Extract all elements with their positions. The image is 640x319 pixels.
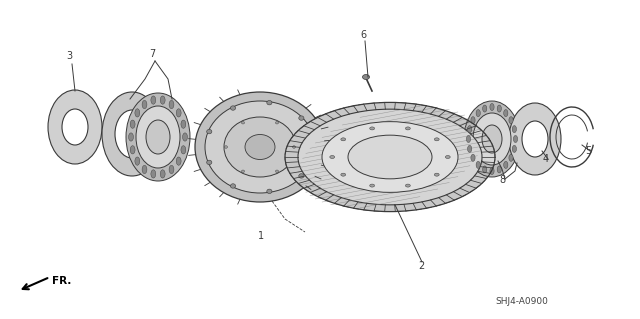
Ellipse shape — [176, 109, 181, 117]
Ellipse shape — [312, 145, 317, 149]
Ellipse shape — [115, 110, 149, 158]
Ellipse shape — [267, 189, 272, 194]
Ellipse shape — [241, 122, 244, 124]
Ellipse shape — [497, 105, 501, 112]
Text: 1: 1 — [258, 231, 264, 241]
Ellipse shape — [292, 146, 296, 148]
Ellipse shape — [205, 101, 315, 193]
Ellipse shape — [473, 113, 511, 165]
Ellipse shape — [224, 117, 296, 177]
Text: 7: 7 — [149, 49, 156, 59]
Ellipse shape — [322, 122, 458, 192]
Ellipse shape — [341, 173, 346, 176]
Ellipse shape — [130, 120, 135, 128]
Ellipse shape — [482, 125, 502, 153]
Ellipse shape — [275, 170, 278, 173]
Ellipse shape — [341, 138, 346, 141]
Ellipse shape — [468, 145, 472, 152]
Ellipse shape — [362, 75, 369, 79]
Ellipse shape — [406, 127, 410, 130]
Ellipse shape — [181, 120, 186, 128]
Ellipse shape — [370, 184, 374, 187]
Ellipse shape — [464, 101, 520, 177]
Ellipse shape — [299, 116, 304, 120]
Ellipse shape — [230, 184, 236, 188]
Ellipse shape — [476, 161, 480, 168]
Ellipse shape — [129, 133, 133, 141]
Text: SHJ4-A0900: SHJ4-A0900 — [495, 297, 548, 306]
Ellipse shape — [225, 146, 227, 148]
Ellipse shape — [142, 165, 147, 174]
Ellipse shape — [476, 110, 480, 117]
Ellipse shape — [370, 127, 374, 130]
Ellipse shape — [181, 146, 186, 154]
Ellipse shape — [207, 160, 212, 165]
Ellipse shape — [435, 138, 439, 141]
Ellipse shape — [130, 146, 135, 154]
Ellipse shape — [182, 133, 188, 141]
Text: 4: 4 — [543, 154, 549, 164]
Ellipse shape — [48, 90, 102, 164]
Ellipse shape — [275, 122, 278, 124]
Ellipse shape — [151, 170, 156, 178]
Ellipse shape — [348, 135, 432, 179]
Ellipse shape — [176, 157, 181, 165]
Ellipse shape — [285, 102, 495, 211]
Ellipse shape — [142, 100, 147, 109]
Ellipse shape — [298, 109, 482, 205]
Ellipse shape — [490, 167, 494, 174]
Ellipse shape — [445, 155, 450, 159]
Ellipse shape — [102, 92, 162, 176]
Ellipse shape — [136, 106, 180, 168]
Text: 3: 3 — [66, 51, 72, 61]
Ellipse shape — [135, 109, 140, 117]
Ellipse shape — [504, 110, 508, 117]
Ellipse shape — [509, 154, 513, 161]
Text: 8: 8 — [499, 175, 505, 185]
Ellipse shape — [468, 126, 472, 133]
Ellipse shape — [160, 170, 165, 178]
Ellipse shape — [126, 93, 190, 181]
Ellipse shape — [135, 157, 140, 165]
Ellipse shape — [207, 130, 212, 134]
Ellipse shape — [160, 96, 165, 104]
Text: 5: 5 — [585, 146, 591, 156]
Ellipse shape — [330, 155, 335, 159]
Ellipse shape — [195, 92, 325, 202]
Ellipse shape — [245, 135, 275, 160]
Ellipse shape — [483, 105, 487, 112]
Ellipse shape — [406, 184, 410, 187]
Ellipse shape — [467, 136, 470, 143]
Ellipse shape — [513, 136, 518, 143]
Ellipse shape — [509, 117, 513, 124]
Ellipse shape — [512, 126, 516, 133]
Ellipse shape — [267, 100, 272, 105]
Ellipse shape — [241, 170, 244, 173]
Ellipse shape — [435, 173, 439, 176]
Ellipse shape — [497, 166, 501, 173]
Text: 6: 6 — [360, 30, 366, 40]
Ellipse shape — [471, 154, 475, 161]
Ellipse shape — [169, 100, 174, 109]
Ellipse shape — [299, 174, 304, 178]
Ellipse shape — [146, 120, 170, 154]
Ellipse shape — [509, 103, 561, 175]
Ellipse shape — [62, 109, 88, 145]
Ellipse shape — [230, 106, 236, 110]
Ellipse shape — [169, 165, 174, 174]
Text: 2: 2 — [418, 261, 424, 271]
Ellipse shape — [471, 117, 475, 124]
Ellipse shape — [490, 103, 494, 110]
Text: FR.: FR. — [52, 276, 72, 286]
Ellipse shape — [151, 96, 156, 104]
Ellipse shape — [522, 121, 548, 157]
Ellipse shape — [483, 166, 487, 173]
Ellipse shape — [504, 161, 508, 168]
Ellipse shape — [512, 145, 516, 152]
